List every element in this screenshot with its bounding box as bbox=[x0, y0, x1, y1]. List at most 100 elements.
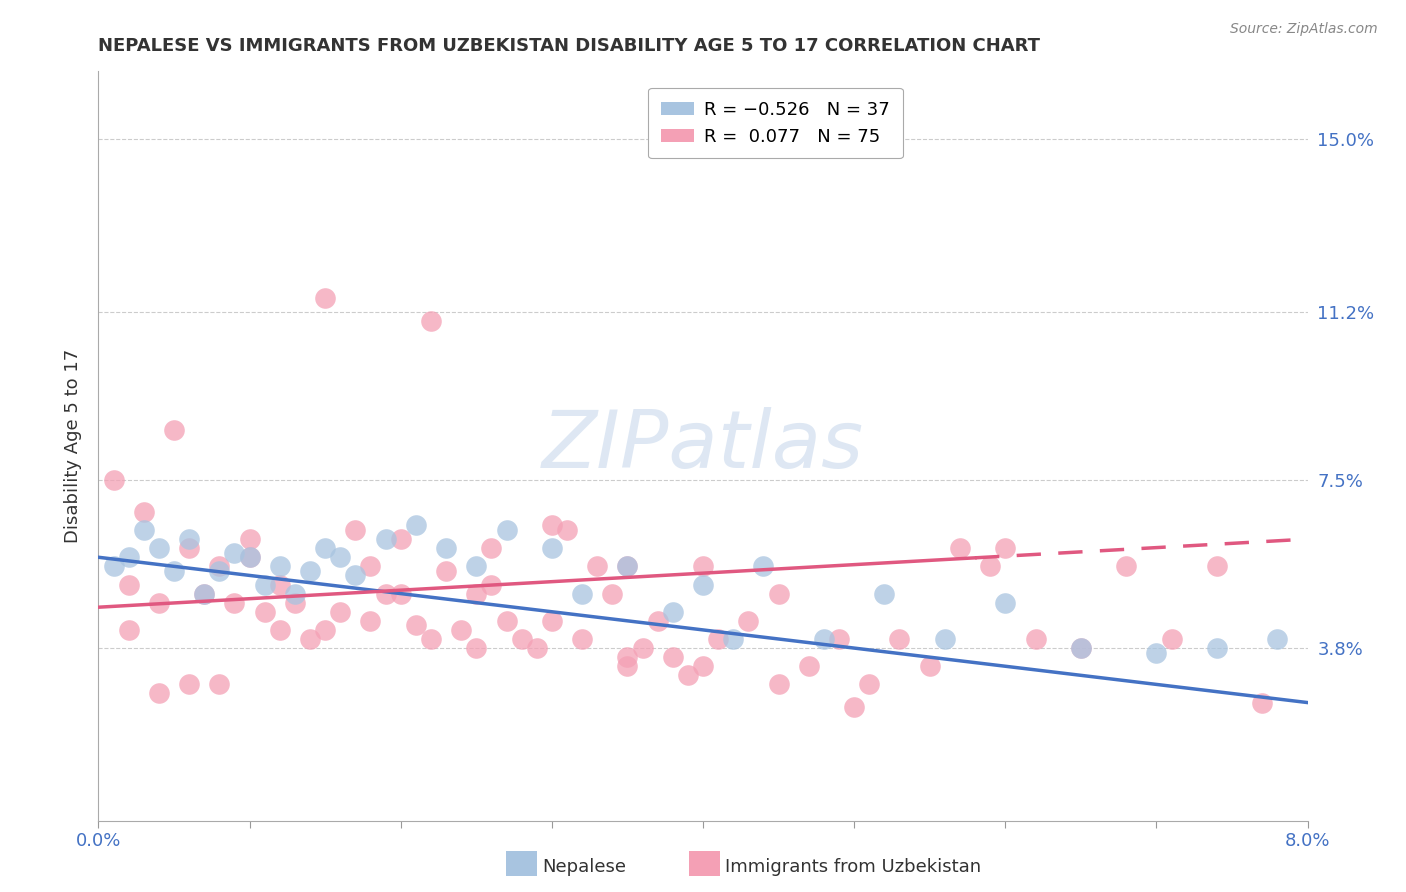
Point bbox=[208, 559, 231, 574]
Point bbox=[661, 650, 683, 665]
Point bbox=[616, 650, 638, 665]
Point bbox=[389, 532, 412, 546]
Point bbox=[118, 623, 141, 637]
Point bbox=[299, 564, 322, 578]
Point bbox=[269, 577, 291, 591]
Point bbox=[269, 623, 291, 637]
Point bbox=[465, 586, 488, 600]
Point bbox=[495, 523, 517, 537]
Point bbox=[1251, 696, 1274, 710]
Point bbox=[314, 623, 336, 637]
Point bbox=[360, 614, 382, 628]
Point bbox=[707, 632, 730, 646]
Point bbox=[465, 641, 488, 656]
Point bbox=[239, 550, 262, 565]
Point bbox=[510, 632, 533, 646]
Point bbox=[253, 605, 276, 619]
Point bbox=[193, 586, 215, 600]
Point bbox=[571, 632, 593, 646]
Point bbox=[571, 586, 593, 600]
Point bbox=[676, 668, 699, 682]
Point bbox=[148, 596, 170, 610]
Point bbox=[405, 618, 427, 632]
Point bbox=[994, 596, 1017, 610]
Point bbox=[329, 605, 352, 619]
Point bbox=[768, 586, 790, 600]
Point bbox=[994, 541, 1017, 556]
Point bbox=[692, 559, 714, 574]
Point bbox=[299, 632, 322, 646]
Y-axis label: Disability Age 5 to 17: Disability Age 5 to 17 bbox=[63, 349, 82, 543]
Point bbox=[344, 568, 367, 582]
Point bbox=[132, 505, 155, 519]
Point bbox=[1070, 641, 1092, 656]
Point bbox=[344, 523, 367, 537]
Point bbox=[148, 686, 170, 700]
Point bbox=[118, 577, 141, 591]
Point bbox=[179, 541, 201, 556]
Point bbox=[752, 559, 775, 574]
Point bbox=[360, 559, 382, 574]
Point bbox=[314, 541, 336, 556]
Point bbox=[1267, 632, 1289, 646]
Point bbox=[148, 541, 170, 556]
Point bbox=[858, 677, 880, 691]
Point bbox=[284, 586, 307, 600]
Point bbox=[540, 541, 562, 556]
Legend: R = −0.526   N = 37, R =  0.077   N = 75: R = −0.526 N = 37, R = 0.077 N = 75 bbox=[648, 88, 903, 158]
Point bbox=[481, 577, 503, 591]
Point bbox=[389, 586, 412, 600]
Point bbox=[873, 586, 896, 600]
Point bbox=[118, 550, 141, 565]
Point bbox=[163, 423, 186, 437]
Point bbox=[224, 546, 246, 560]
Point bbox=[1206, 559, 1229, 574]
Point bbox=[723, 632, 745, 646]
Point bbox=[1070, 641, 1092, 656]
Point bbox=[616, 559, 638, 574]
Point bbox=[495, 614, 517, 628]
Point bbox=[253, 577, 276, 591]
Point bbox=[692, 577, 714, 591]
Point bbox=[692, 659, 714, 673]
Point bbox=[737, 614, 759, 628]
Point bbox=[889, 632, 911, 646]
Text: Immigrants from Uzbekistan: Immigrants from Uzbekistan bbox=[725, 858, 981, 876]
Text: ZIPatlas: ZIPatlas bbox=[541, 407, 865, 485]
Point bbox=[269, 559, 291, 574]
Point bbox=[540, 614, 562, 628]
Point bbox=[208, 677, 231, 691]
Point bbox=[540, 518, 562, 533]
Point bbox=[434, 564, 457, 578]
Point bbox=[586, 559, 609, 574]
Point bbox=[797, 659, 820, 673]
Point bbox=[1115, 559, 1137, 574]
Point bbox=[934, 632, 956, 646]
Point bbox=[1025, 632, 1047, 646]
Point bbox=[179, 532, 201, 546]
Point bbox=[1160, 632, 1182, 646]
Point bbox=[163, 564, 186, 578]
Point bbox=[1206, 641, 1229, 656]
Point bbox=[844, 700, 866, 714]
Point bbox=[239, 532, 262, 546]
Point bbox=[329, 550, 352, 565]
Point bbox=[224, 596, 246, 610]
Point bbox=[314, 292, 336, 306]
Point bbox=[450, 623, 472, 637]
Point bbox=[768, 677, 790, 691]
Point bbox=[132, 523, 155, 537]
Point bbox=[284, 596, 307, 610]
Point bbox=[979, 559, 1001, 574]
Point bbox=[405, 518, 427, 533]
Point bbox=[602, 586, 624, 600]
Point bbox=[828, 632, 851, 646]
Point bbox=[465, 559, 488, 574]
Point bbox=[374, 586, 396, 600]
Text: Source: ZipAtlas.com: Source: ZipAtlas.com bbox=[1230, 22, 1378, 37]
Point bbox=[374, 532, 396, 546]
Point bbox=[434, 541, 457, 556]
Point bbox=[616, 559, 638, 574]
Point bbox=[193, 586, 215, 600]
Point bbox=[647, 614, 669, 628]
